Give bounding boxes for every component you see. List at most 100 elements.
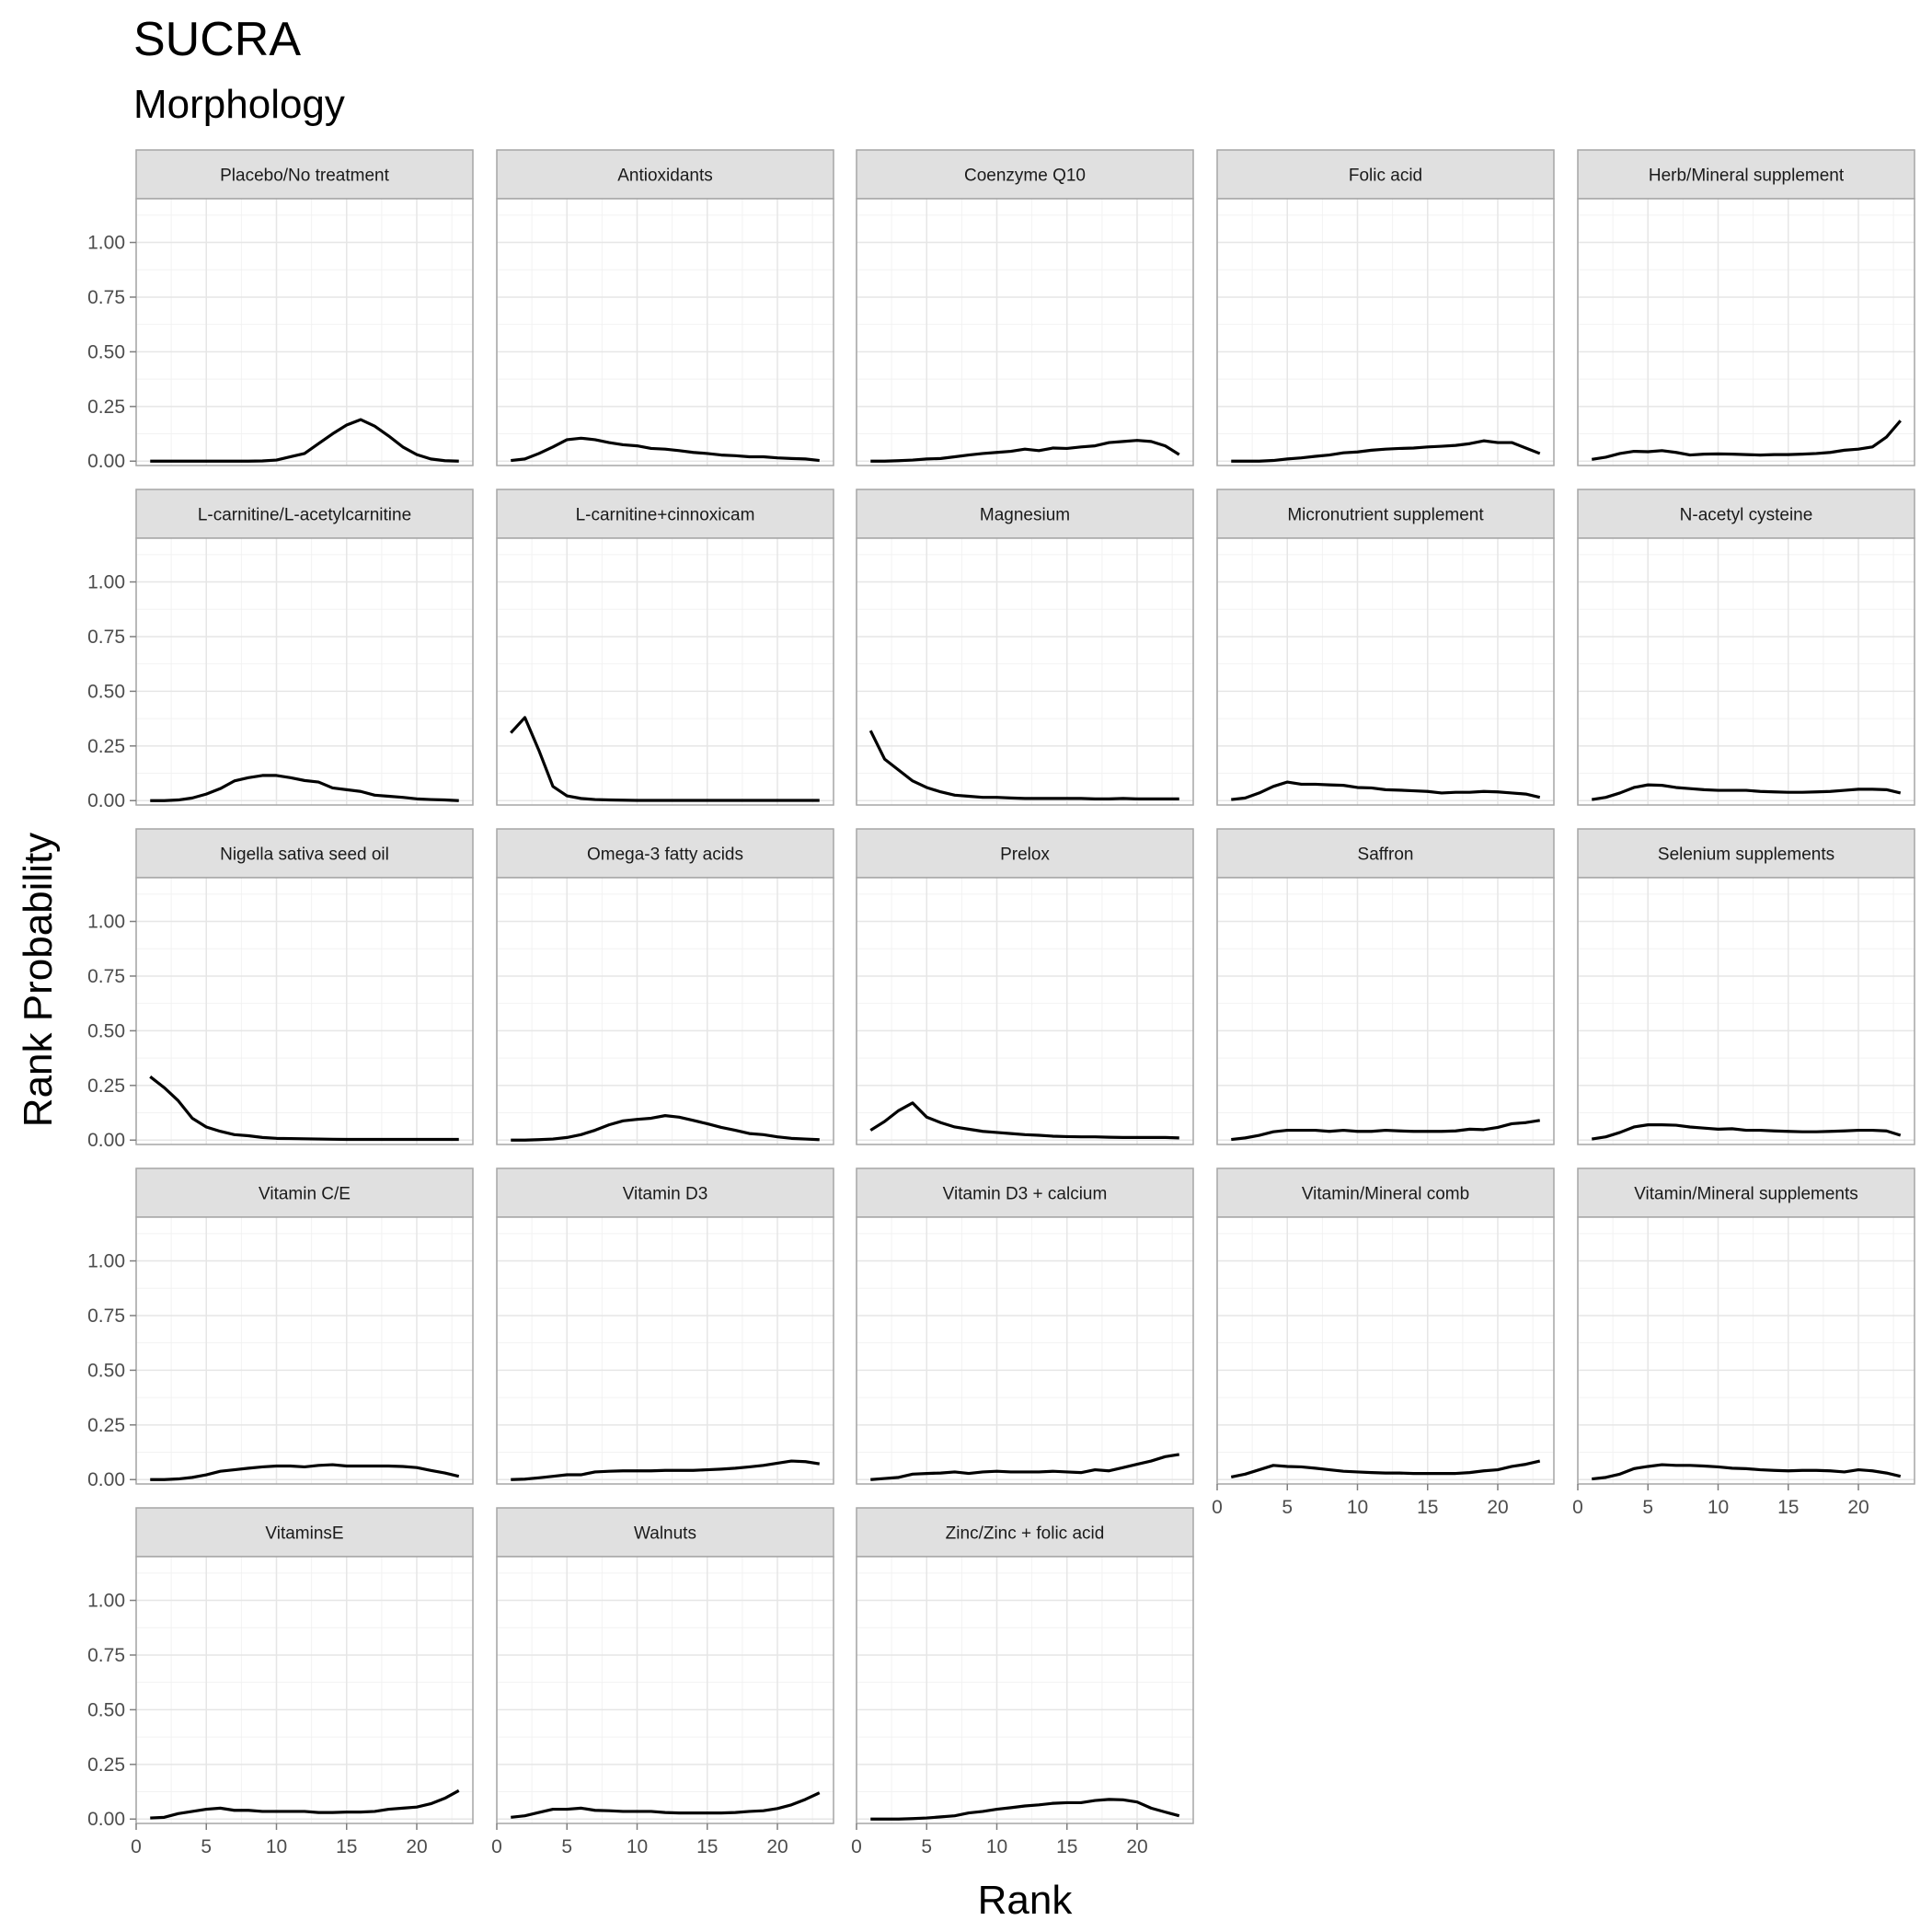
series-line-folic-acid [1231, 439, 1541, 463]
strip-vitamin-mineral-supplements [1577, 1167, 1915, 1218]
y-tick-label: 0.75 [87, 1645, 125, 1666]
strip-vitamin-d3-calcium [856, 1167, 1194, 1218]
series-line-nigella-sativa-seed-oil [149, 1075, 459, 1142]
y-tick-label: 0.00 [87, 451, 125, 472]
strip-label-selenium-supplements: Selenium supplements [1658, 845, 1834, 865]
series-line-vitamin-d3-calcium [870, 1453, 1179, 1481]
strip-saffron [1216, 828, 1555, 879]
series-line-vitamin-d3 [511, 1459, 820, 1481]
panel-border-vitamin-mineral-supplements [1577, 1216, 1915, 1485]
strip-label-nigella-sativa-seed-oil: Nigella sativa seed oil [220, 845, 389, 865]
strip-zinc-zinc-folic-acid [856, 1507, 1194, 1558]
panel-n-acetyl-cysteine: N-acetyl cysteine [1577, 489, 1915, 806]
strip-magnesium [856, 489, 1194, 539]
series-line-vitamin-c-e [150, 1463, 460, 1481]
y-axis-title: Rank Probability [16, 833, 61, 1127]
plot-bg-vitamin-c-e [136, 1217, 473, 1484]
plot-bg-vitamin-mineral-comb [1217, 1217, 1554, 1484]
x-axis-title: Rank [978, 1878, 1074, 1923]
panel-border-micronutrient-supplement [1216, 537, 1555, 806]
strip-label-walnuts: Walnuts [634, 1524, 696, 1544]
plot-bg-coenzyme-q10 [857, 199, 1193, 466]
panel-border-placebo-no-treatment [135, 198, 474, 466]
x-tick-label: 0 [491, 1836, 502, 1857]
x-tick-label: 10 [627, 1836, 648, 1857]
chart-subtitle: Morphology [133, 82, 345, 127]
x-tick-label: 15 [1417, 1497, 1438, 1518]
strip-omega-3-fatty-acids [496, 828, 834, 879]
y-tick-label: 1.00 [87, 572, 125, 593]
x-tick-label: 10 [1708, 1497, 1729, 1518]
y-tick-label: 0.25 [87, 1075, 125, 1097]
panel-vitamin-c-e: Vitamin C/E 0.00 0.25 0.50 0.75 1.00 [87, 1167, 474, 1490]
panel-border-folic-acid [1216, 198, 1555, 466]
x-tick-label: 5 [1282, 1497, 1293, 1518]
plot-bg-omega-3-fatty-acids [497, 878, 834, 1144]
series-line-l-carnitine-cinnoxicam [510, 716, 820, 802]
strip-vitaminse [135, 1507, 474, 1558]
panel-placebo-no-treatment: Placebo/No treatment 0.00 0.25 0.50 0.75 1.00 [87, 149, 474, 472]
strip-label-vitamin-d3: Vitamin D3 [623, 1185, 708, 1204]
panel-border-l-carnitine-l-acetylcarnitine [135, 537, 474, 806]
strip-label-zinc-zinc-folic-acid: Zinc/Zinc + folic acid [946, 1524, 1105, 1544]
strip-walnuts [496, 1507, 834, 1558]
strip-prelox [856, 828, 1194, 879]
panel-border-antioxidants [496, 198, 834, 466]
panel-nigella-sativa-seed-oil: Nigella sativa seed oil 0.00 0.25 0.50 0.75 1… [87, 828, 474, 1151]
x-tick-label: 20 [406, 1836, 427, 1857]
y-tick-label: 0.50 [87, 681, 125, 702]
panel-vitamin-d3: Vitamin D3 [496, 1167, 834, 1485]
panel-coenzyme-q10: Coenzyme Q10 [856, 149, 1194, 466]
facet-panels: Placebo/No treatment 0.00 0.25 0.50 0.75 1.00… [87, 149, 1915, 1857]
panel-border-zinc-zinc-folic-acid [856, 1556, 1194, 1824]
plot-bg-placebo-no-treatment [136, 199, 473, 466]
series-line-l-carnitine-l-acetylcarnitine [150, 774, 459, 802]
strip-selenium-supplements [1577, 828, 1915, 879]
strip-label-omega-3-fatty-acids: Omega-3 fatty acids [587, 845, 743, 865]
y-tick-label: 0.25 [87, 1754, 125, 1776]
panel-border-vitamin-d3 [496, 1216, 834, 1485]
plot-bg-saffron [1217, 878, 1554, 1144]
strip-vitamin-c-e [135, 1167, 474, 1218]
plot-bg-walnuts [497, 1557, 834, 1823]
x-tick-label: 20 [766, 1836, 788, 1857]
plot-bg-selenium-supplements [1578, 878, 1915, 1144]
panel-border-selenium-supplements [1577, 877, 1915, 1145]
strip-label-vitamin-d3-calcium: Vitamin D3 + calcium [943, 1185, 1108, 1204]
y-tick-label: 0.75 [87, 287, 125, 308]
panel-zinc-zinc-folic-acid: Zinc/Zinc + folic acid 0 5 10 15 20 [851, 1507, 1194, 1857]
strip-herb-mineral-supplement [1577, 149, 1915, 200]
strip-label-vitamin-mineral-comb: Vitamin/Mineral comb [1302, 1185, 1469, 1204]
series-line-selenium-supplements [1592, 1123, 1902, 1141]
y-tick-label: 1.00 [87, 233, 125, 254]
series-line-herb-mineral-supplement [1592, 420, 1902, 461]
plot-bg-vitamin-mineral-supplements [1578, 1217, 1915, 1484]
strip-vitamin-d3 [496, 1167, 834, 1218]
y-tick-label: 1.00 [87, 1591, 125, 1612]
panel-antioxidants: Antioxidants [496, 149, 834, 466]
x-tick-label: 0 [131, 1836, 142, 1857]
y-tick-label: 0.00 [87, 790, 125, 811]
strip-label-vitaminse: VitaminsE [265, 1524, 343, 1544]
x-tick-label: 20 [1126, 1836, 1147, 1857]
x-tick-label: 20 [1847, 1497, 1869, 1518]
y-tick-label: 0.75 [87, 627, 125, 648]
panel-folic-acid: Folic acid [1216, 149, 1555, 466]
series-line-micronutrient-supplement [1231, 780, 1541, 801]
y-tick-label: 0.75 [87, 966, 125, 987]
panel-border-vitamin-d3-calcium [856, 1216, 1194, 1485]
series-line-saffron [1231, 1119, 1540, 1142]
series-line-vitaminse [150, 1788, 460, 1820]
x-tick-label: 15 [1056, 1836, 1077, 1857]
y-tick-label: 0.75 [87, 1305, 125, 1327]
series-line-prelox [869, 1101, 1179, 1140]
plot-bg-vitamin-d3 [497, 1217, 834, 1484]
panel-border-vitamin-mineral-comb [1216, 1216, 1555, 1485]
plot-bg-l-carnitine-l-acetylcarnitine [136, 538, 473, 805]
strip-n-acetyl-cysteine [1577, 489, 1915, 539]
plot-bg-herb-mineral-supplement [1578, 199, 1915, 466]
series-line-zinc-zinc-folic-acid [870, 1798, 1180, 1821]
y-tick-label: 0.50 [87, 1699, 125, 1720]
panel-vitaminse: VitaminsE 0.00 0.25 0.50 0.75 1.00 0 5 10 15 20 [87, 1507, 474, 1857]
series-line-vitamin-mineral-comb [1230, 1459, 1541, 1478]
